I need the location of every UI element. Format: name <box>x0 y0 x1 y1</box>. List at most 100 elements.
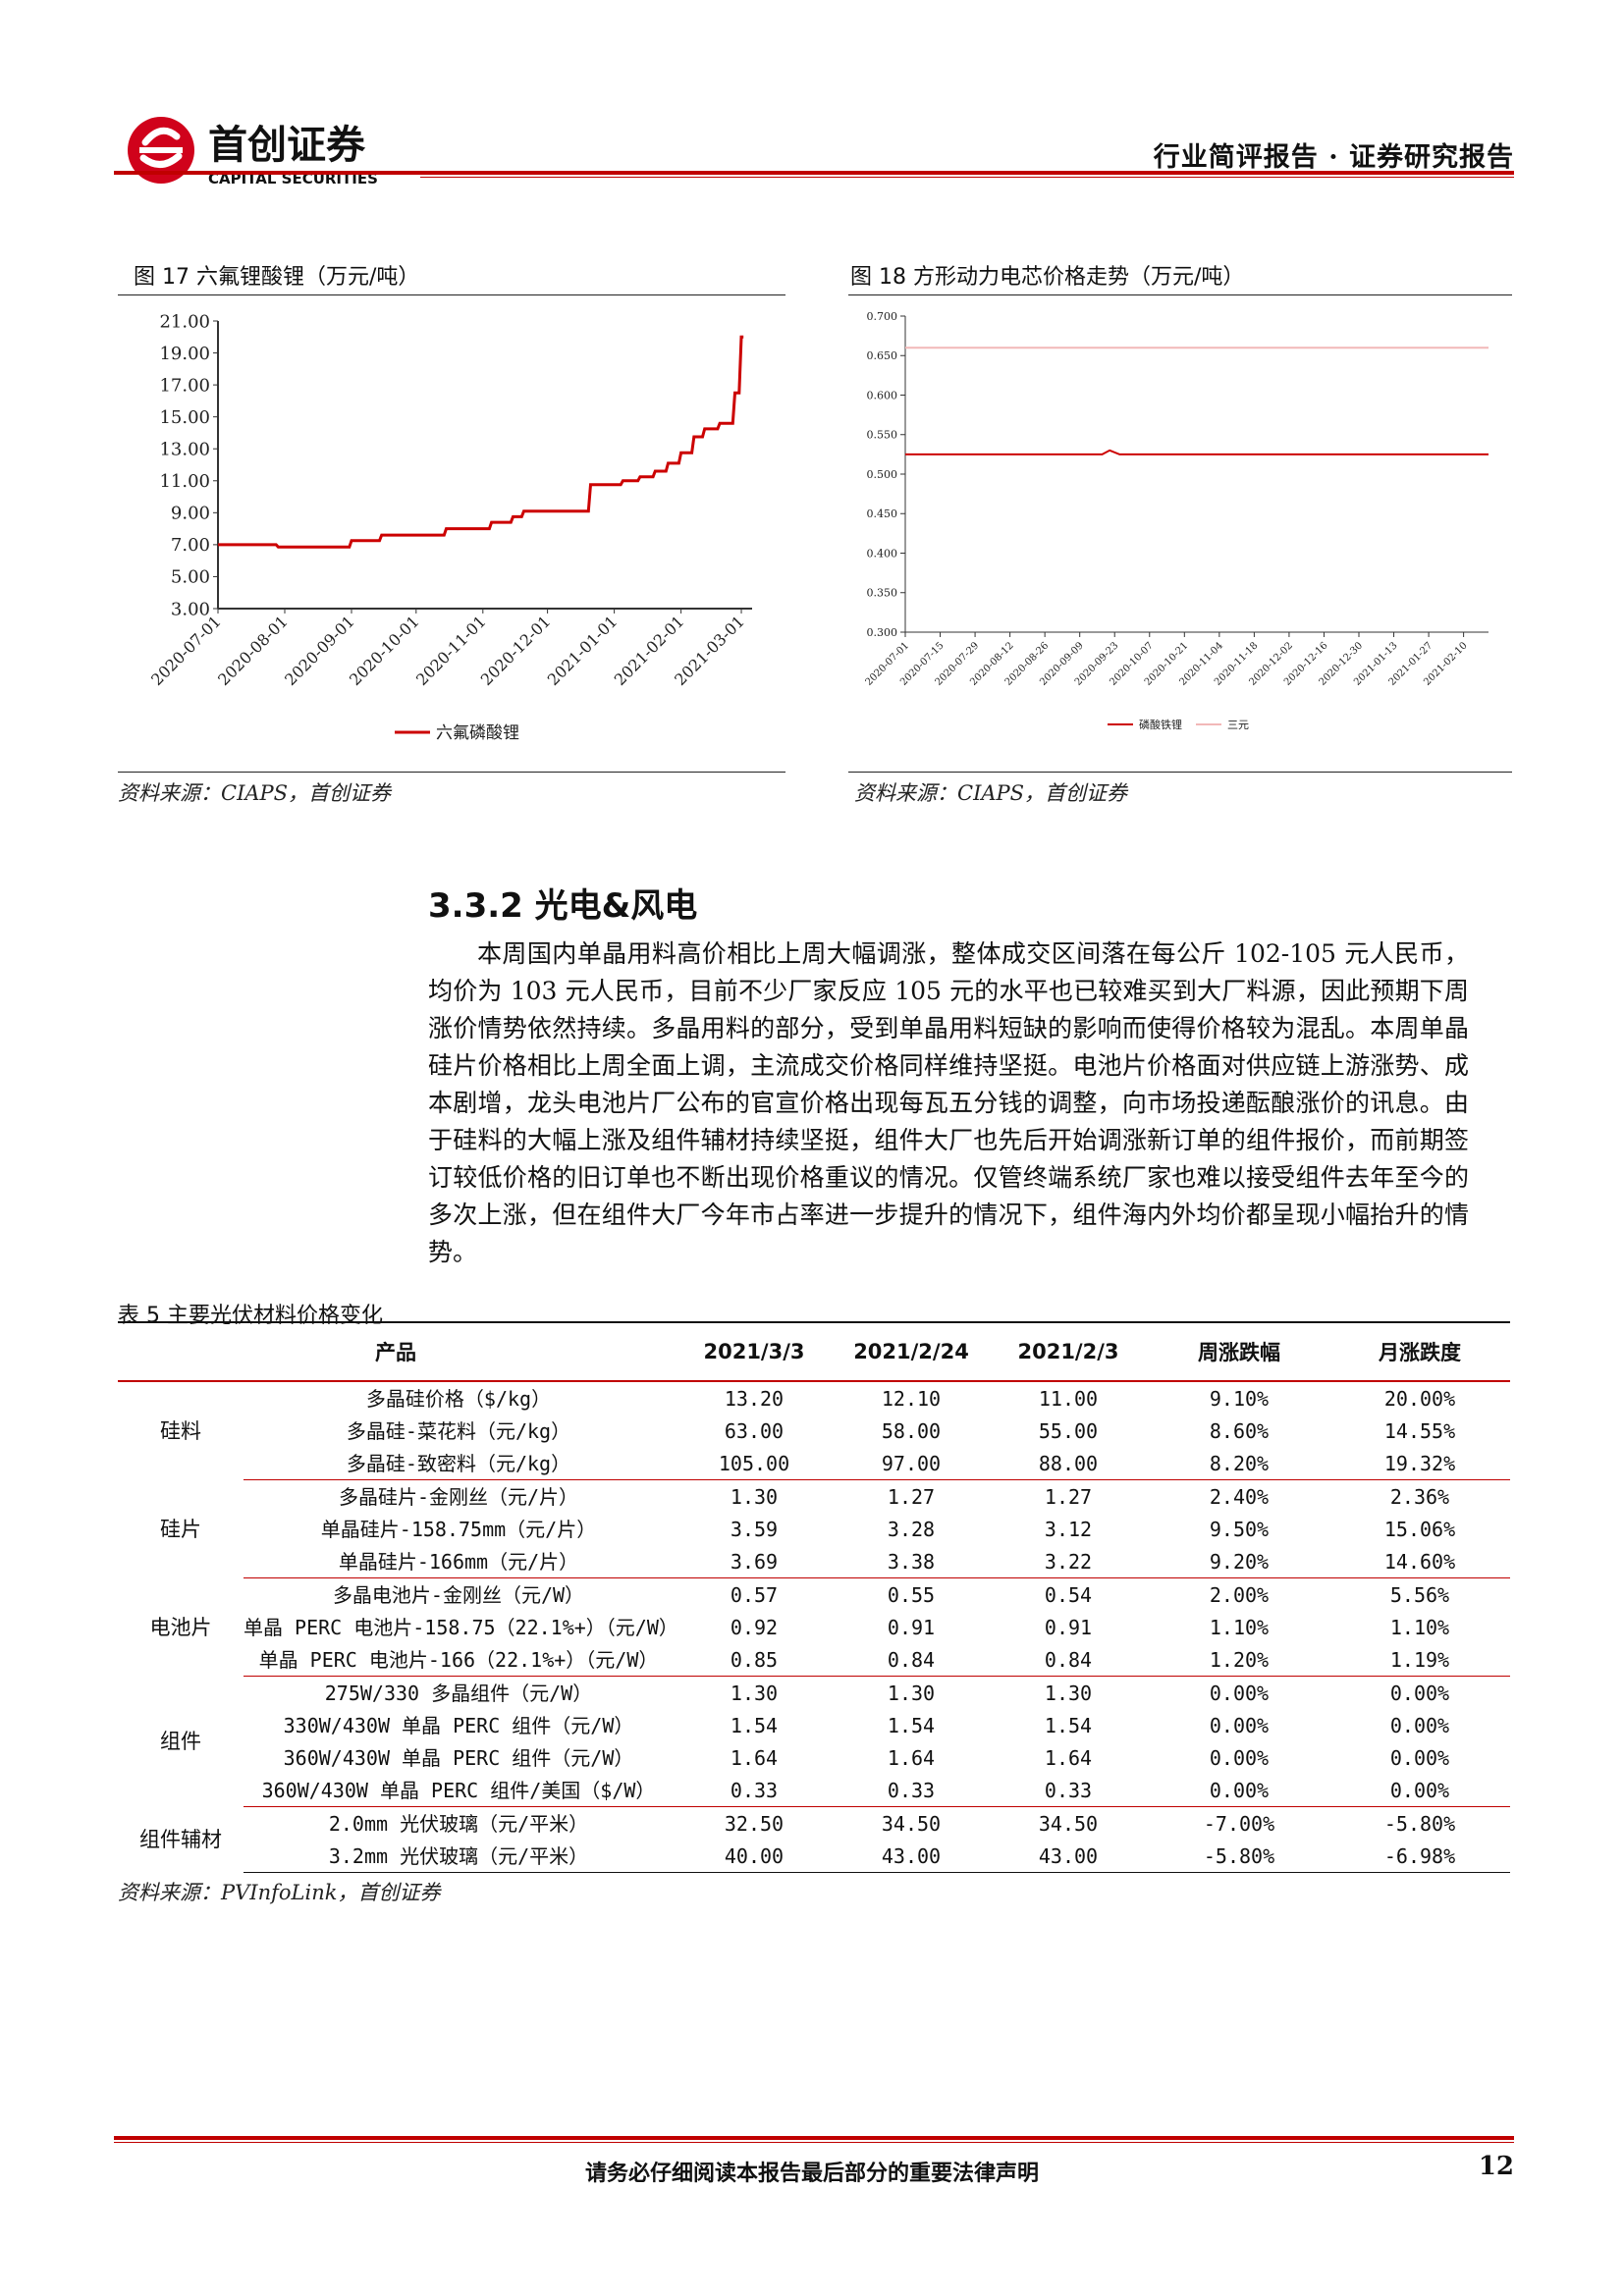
value-cell: 13.20 <box>724 1386 785 1411</box>
value-cell: 20.00% <box>1383 1386 1456 1411</box>
value-cell: 0.33 <box>988 1774 1149 1807</box>
value-cell: 1.64 <box>887 1745 936 1770</box>
table-row: 硅料 多晶硅价格（$/kg） 13.20 12.10 11.00 9.10% 20.00% <box>118 1381 1510 1443</box>
legend-label: 磷酸铁锂 <box>1139 718 1182 731</box>
y-tick-label: 13.00 <box>159 440 210 460</box>
value-cell: 43.00 <box>835 1840 988 1873</box>
header-col-2: 2021/2/24 <box>835 1321 988 1382</box>
value-cell: 105.00 <box>674 1447 835 1480</box>
value-cell: 0.84 <box>988 1643 1149 1677</box>
value-cell: 0.00% <box>1149 1774 1329 1807</box>
y-tick-label: 0.550 <box>867 429 898 442</box>
x-tick-label: 2020-08-01 <box>214 612 292 689</box>
value-cell: 3.38 <box>835 1545 988 1578</box>
header-col-1: 2021/3/3 <box>674 1321 835 1382</box>
value-cell: 1.30 <box>1044 1681 1093 1705</box>
value-cell: 0.91 <box>1044 1615 1093 1639</box>
table-row: 单晶硅片-166mm（元/片） 3.69 3.38 3.22 9.20% 14.60% <box>118 1545 1510 1578</box>
legal-disclaimer: 请务必仔细阅读本报告最后部分的重要法律声明 <box>584 2161 1039 2186</box>
value-cell: 12.10 <box>881 1386 942 1411</box>
fig18-bottom-rule <box>848 772 1512 773</box>
table-row: 硅片 多晶硅片-金刚丝（元/片） 1.30 1.27 1.27 2.40% 2.36% <box>118 1480 1510 1541</box>
report-type-title: 行业简评报告 · 证券研究报告 <box>1153 142 1514 173</box>
value-cell: 14.55% <box>1383 1418 1456 1443</box>
product-cell: 多晶硅-菜花料（元/kg） <box>346 1418 571 1443</box>
y-tick-label: 17.00 <box>159 375 210 396</box>
value-cell: 3.59 <box>730 1517 779 1541</box>
value-cell: 2.40% <box>1209 1484 1270 1509</box>
value-cell: 63.00 <box>724 1418 785 1443</box>
header-rule <box>114 171 1514 175</box>
group-label: 电池片 <box>149 1615 212 1639</box>
value-cell: 15.06% <box>1383 1517 1456 1541</box>
table-row: 组件 275W/330 多晶组件（元/W） 1.30 1.30 1.30 0.00% 0.0… <box>118 1677 1510 1754</box>
product-cell: 单晶硅片-158.75mm（元/片） <box>320 1517 597 1541</box>
value-cell: 0.00% <box>1329 1774 1510 1807</box>
logo-cn-text: 首创证券 <box>208 123 366 168</box>
pv-price-table: 产品 2021/3/3 2021/2/24 2021/2/3 周涨跌幅 月涨跌度 硅料 多晶… <box>118 1321 1510 1873</box>
product-cell: 2.0mm 光伏玻璃（元/平米） <box>328 1811 589 1836</box>
company-logo: 首创证券 CAPITAL SECURITIES <box>128 117 378 187</box>
value-cell: 0.55 <box>887 1582 936 1607</box>
product-cell: 多晶电池片-金刚丝（元/W） <box>332 1582 585 1607</box>
value-cell: 3.22 <box>988 1545 1149 1578</box>
legend-label: 三元 <box>1227 719 1249 731</box>
value-cell: 19.32% <box>1329 1447 1510 1480</box>
value-cell: 9.50% <box>1209 1517 1270 1541</box>
value-cell: 1.19% <box>1329 1643 1510 1677</box>
section-body: 本周国内单晶用料高价相比上周大幅调涨，整体成交区间落在每公斤 102-105 元… <box>428 935 1469 1271</box>
y-tick-label: 0.300 <box>867 626 898 639</box>
value-cell: 8.60% <box>1209 1418 1270 1443</box>
header-product: 产品 <box>118 1321 674 1382</box>
value-cell: 43.00 <box>988 1840 1149 1873</box>
value-cell: 3.69 <box>674 1545 835 1578</box>
group-label: 硅料 <box>160 1418 201 1443</box>
header-col-3: 2021/2/3 <box>988 1321 1149 1382</box>
value-cell: 8.20% <box>1149 1447 1329 1480</box>
fig17-bottom-rule <box>118 772 785 773</box>
product-cell: 360W/430W 单晶 PERC 组件（元/W） <box>283 1745 634 1770</box>
table-row: 单晶硅片-158.75mm（元/片） 3.59 3.28 3.12 9.50% 15.06… <box>118 1513 1510 1545</box>
value-cell: 0.00% <box>1209 1745 1270 1770</box>
table-row: 3.2mm 光伏玻璃（元/平米） 40.00 43.00 43.00 -5.80% -6.… <box>118 1840 1510 1873</box>
y-tick-label: 9.00 <box>171 504 210 524</box>
value-cell: 1.64 <box>730 1745 779 1770</box>
value-cell: 9.10% <box>1209 1386 1270 1411</box>
product-cell: 3.2mm 光伏玻璃（元/平米） <box>244 1840 674 1873</box>
value-cell: 0.00% <box>1209 1713 1270 1737</box>
y-tick-label: 0.600 <box>867 389 898 401</box>
value-cell: 40.00 <box>674 1840 835 1873</box>
value-cell: 1.10% <box>1389 1615 1450 1639</box>
value-cell: 1.54 <box>887 1713 936 1737</box>
value-cell: 1.30 <box>730 1484 779 1509</box>
fig18-chart: 0.700 0.650 0.600 0.550 0.500 0.450 0.400 0.350… <box>864 310 1489 731</box>
y-tick-label: 0.650 <box>867 349 898 362</box>
value-cell: 34.50 <box>881 1811 942 1836</box>
value-cell: 11.00 <box>1038 1386 1099 1411</box>
group-label: 组件 <box>160 1730 201 1753</box>
value-cell: 34.50 <box>1038 1811 1099 1836</box>
fig18-top-rule <box>848 294 1512 295</box>
fig17-source: 资料来源：CIAPS，首创证券 <box>118 781 392 805</box>
page-number: 12 <box>1478 2152 1514 2181</box>
value-cell: 5.56% <box>1389 1582 1450 1607</box>
fig18-caption: 图 18 方形动力电芯价格走势（万元/吨） <box>850 265 1245 290</box>
y-tick-label: 5.00 <box>171 567 210 588</box>
product-cell: 多晶硅价格（$/kg） <box>365 1386 552 1411</box>
value-cell: 0.00% <box>1389 1745 1450 1770</box>
product-cell: 360W/430W 单晶 PERC 组件/美国（$/W） <box>244 1774 674 1807</box>
table-row: 330W/430W 单晶 PERC 组件（元/W） 1.54 1.54 1.54 0.0… <box>118 1709 1510 1741</box>
table-row: 多晶硅-菜花料（元/kg） 63.00 58.00 55.00 8.60% 14.55% <box>118 1415 1510 1447</box>
y-tick-label: 3.00 <box>171 599 210 619</box>
x-tick-label: 2020-07-01 <box>147 612 225 689</box>
value-cell: -5.80% <box>1149 1840 1329 1873</box>
value-cell: 0.54 <box>1044 1582 1093 1607</box>
product-cell: 多晶硅-致密料（元/kg） <box>244 1447 674 1480</box>
table-row: 360W/430W 单晶 PERC 组件（元/W） 1.64 1.64 1.64 0.0… <box>118 1741 1510 1774</box>
value-cell: 0.84 <box>835 1643 988 1677</box>
value-cell: 9.20% <box>1149 1545 1329 1578</box>
product-cell: 单晶 PERC 电池片-158.75（22.1%+）（元/W） <box>244 1615 678 1639</box>
table-row: 360W/430W 单晶 PERC 组件/美国（$/W） 0.33 0.33 0.33… <box>118 1774 1510 1807</box>
value-cell: 1.30 <box>730 1681 779 1705</box>
table-row: 单晶 PERC 电池片-158.75（22.1%+）（元/W） 0.92 0.91 0… <box>118 1611 1510 1643</box>
